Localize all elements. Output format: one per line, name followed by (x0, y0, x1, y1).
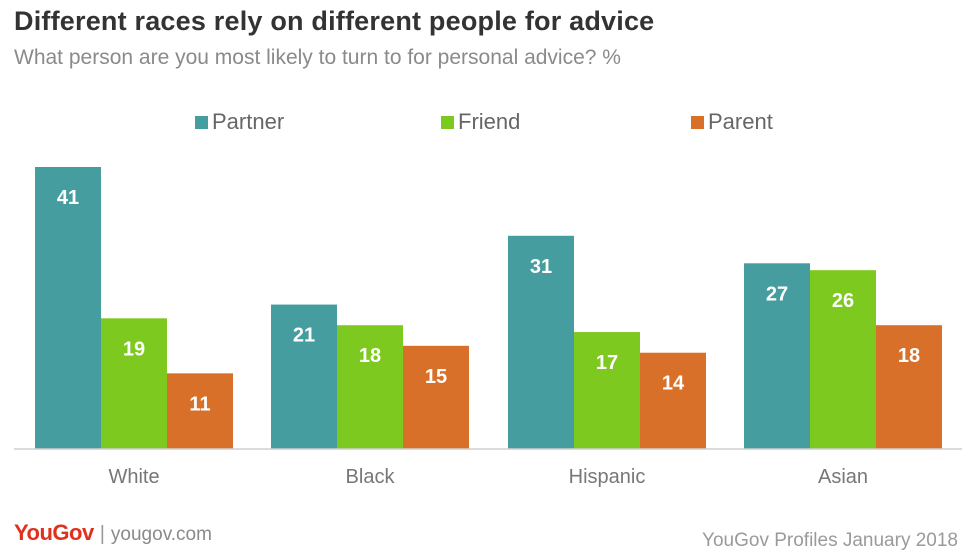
x-axis-tick-labels: White Black Hispanic Asian (108, 466, 868, 488)
source-note: YouGov Profiles January 2018 (702, 530, 958, 551)
data-labels: 41 19 11 21 18 15 31 17 14 27 26 18 (57, 187, 920, 415)
legend-swatch-parent (691, 116, 704, 129)
tick-label-black: Black (346, 466, 396, 488)
bar-black-parent (403, 345, 469, 449)
data-label-hispanic-parent: 14 (662, 373, 685, 395)
data-label-white-friend: 19 (123, 338, 145, 360)
bar-asian-partner (744, 263, 810, 449)
data-label-hispanic-partner: 31 (530, 256, 552, 278)
site-link[interactable]: yougov.com (110, 524, 212, 545)
bar-hispanic-parent (640, 352, 706, 449)
legend-label-parent: Parent (708, 109, 773, 134)
footer-divider: | (99, 523, 105, 545)
data-label-asian-friend: 26 (832, 290, 854, 312)
data-label-white-parent: 11 (189, 393, 210, 415)
bars (35, 167, 942, 449)
bar-asian-friend (810, 270, 876, 449)
legend-label-friend: Friend (458, 109, 520, 134)
legend: Partner Friend Parent (195, 109, 773, 134)
tick-label-asian: Asian (818, 466, 868, 488)
bar-white-partner (35, 167, 101, 449)
legend-label-partner: Partner (212, 109, 284, 134)
tick-label-hispanic: Hispanic (569, 466, 646, 488)
legend-swatch-friend (441, 116, 454, 129)
data-label-hispanic-friend: 17 (596, 352, 618, 374)
bar-white-friend (101, 318, 167, 449)
data-label-asian-partner: 27 (766, 283, 788, 305)
data-label-black-partner: 21 (293, 325, 315, 347)
bar-white-parent (167, 373, 233, 449)
tick-label-white: White (108, 466, 159, 488)
bar-asian-parent (876, 325, 942, 449)
chart-subtitle: What person are you most likely to turn … (14, 46, 621, 69)
footer-branding: YouGov | yougov.com (14, 520, 212, 546)
data-label-asian-parent: 18 (898, 345, 920, 367)
chart-title: Different races rely on different people… (14, 6, 655, 36)
data-label-white-partner: 41 (57, 187, 79, 209)
bar-hispanic-friend (574, 332, 640, 449)
yougov-logo: YouGov (14, 520, 94, 545)
bar-hispanic-partner (508, 235, 574, 449)
data-label-black-friend: 18 (359, 345, 381, 367)
bar-black-partner (271, 304, 337, 449)
data-label-black-parent: 15 (425, 366, 447, 388)
legend-swatch-partner (195, 116, 208, 129)
bar-black-friend (337, 325, 403, 449)
